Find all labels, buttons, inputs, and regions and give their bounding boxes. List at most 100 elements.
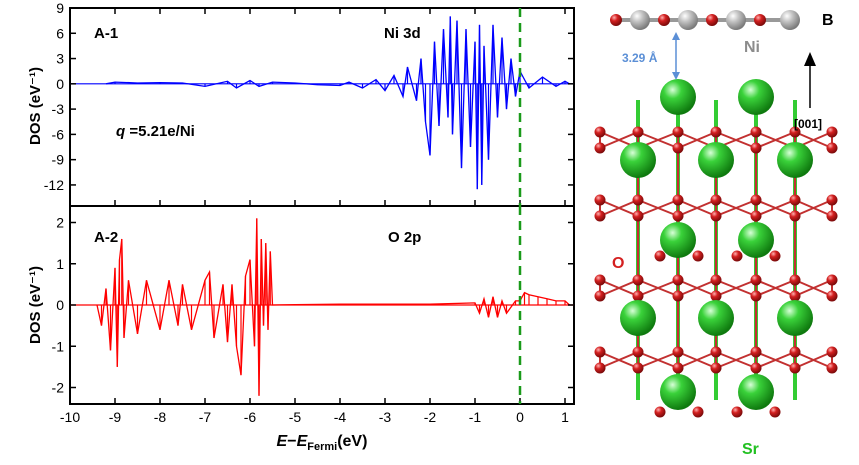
x-tick-label: 0 [516, 409, 524, 425]
sr-atom [620, 142, 656, 178]
o-o-bond [755, 351, 796, 369]
o-atom [632, 126, 644, 138]
o-atom [594, 194, 606, 206]
a2-y-tick-label: -2 [52, 380, 65, 396]
ni-atom [726, 10, 746, 30]
sr-atom [660, 79, 696, 115]
o-atom [594, 142, 606, 154]
sr-label: Sr [742, 441, 759, 458]
o-atom [692, 250, 704, 262]
a1-y-tick-label: 3 [56, 51, 64, 67]
o-atom [632, 346, 644, 358]
sr-atom [698, 300, 734, 336]
o-atom-top [658, 14, 670, 26]
a1-y-tick-label: -3 [52, 101, 65, 117]
a2-y-tick-label: -1 [52, 338, 65, 354]
o-atom [632, 290, 644, 302]
panel-a1-label: A-1 [94, 25, 118, 42]
o-atom [789, 210, 801, 222]
x-tick-label: -10 [60, 409, 80, 425]
o-o-bond [677, 131, 717, 149]
x-tick-label: -3 [379, 409, 392, 425]
o-atom [789, 290, 801, 302]
o-atom [750, 194, 762, 206]
o-atom [789, 274, 801, 286]
o-atom-top [754, 14, 766, 26]
x-axis-label: E−EFermi(eV) [277, 433, 368, 453]
o-atom [672, 346, 684, 358]
sr-atom [738, 79, 774, 115]
o-atom [750, 142, 762, 154]
a1-y-tick-label: -12 [44, 177, 64, 193]
o-atom [594, 274, 606, 286]
x-tick-label: -2 [424, 409, 437, 425]
o-atom [672, 210, 684, 222]
o-atom [692, 406, 704, 418]
o-o-bond [715, 279, 757, 297]
o-o-bond [599, 351, 639, 369]
o-atom [750, 346, 762, 358]
x-tick-label: -6 [244, 409, 257, 425]
a1-y-tick-label: -9 [52, 152, 65, 168]
a1-y-tick-label: 0 [56, 76, 64, 92]
o-o-bond [599, 199, 639, 217]
o-o-bond [715, 199, 757, 217]
o-o-bond [794, 351, 833, 369]
ni-atom [780, 10, 800, 30]
a1-dos-line [105, 16, 570, 190]
o-o-bond [794, 199, 833, 217]
o-atom [710, 290, 722, 302]
x-axis-label-e2: E [297, 433, 309, 450]
o-o-bond [715, 351, 757, 369]
o-atom [594, 126, 606, 138]
o-o-bond [677, 279, 717, 297]
panel-a2-y-ticks: -2 -1 0 1 2 [52, 215, 574, 396]
o-atom [789, 194, 801, 206]
panel-a2-series-label: O 2p [388, 229, 421, 246]
sr-atom [698, 142, 734, 178]
sr-atom [777, 142, 813, 178]
o-atom [710, 346, 722, 358]
x-axis-label-sub: Fermi [307, 441, 337, 453]
ni-layer [610, 10, 800, 30]
direction-label: [001] [794, 117, 822, 131]
o-atom [769, 406, 781, 418]
panel-a1-annotation: q =5.21e/Ni [116, 123, 195, 140]
sr-atom [660, 374, 696, 410]
o-o-bond [677, 199, 717, 217]
o-atom [710, 274, 722, 286]
ni-atom [630, 10, 650, 30]
o-atom [710, 126, 722, 138]
distance-label: 3.29 Å [622, 50, 658, 65]
o-o-bond [637, 199, 679, 217]
o-atom [632, 194, 644, 206]
o-o-bond [755, 279, 796, 297]
panel-a1-series-label: Ni 3d [384, 25, 421, 42]
x-axis-label-unit: (eV) [337, 433, 367, 450]
o-atom [750, 210, 762, 222]
a2-dos-line [96, 218, 570, 396]
o-atom [672, 290, 684, 302]
o-atom-top [706, 14, 718, 26]
sr-atom [738, 374, 774, 410]
o-atom [750, 274, 762, 286]
o-atom [632, 362, 644, 374]
o-atom [654, 406, 666, 418]
o-atom [826, 142, 838, 154]
o-atom [594, 362, 606, 374]
o-atom [710, 362, 722, 374]
o-atom [769, 250, 781, 262]
x-axis-label-minus: − [287, 433, 296, 450]
distance-arrow-top-icon [672, 32, 680, 40]
o-atom [710, 194, 722, 206]
o-atom [826, 126, 838, 138]
charge-equals: = [125, 123, 138, 140]
structure-atoms [594, 79, 838, 418]
a1-y-tick-label: 6 [56, 25, 64, 41]
charge-value: 5.21e/Ni [138, 123, 195, 140]
o-atom [632, 210, 644, 222]
o-atom [672, 274, 684, 286]
o-atom [594, 346, 606, 358]
panel-a1-y-ticks: -12 -9 -6 -3 0 3 6 9 [44, 0, 574, 193]
o-atom [826, 346, 838, 358]
